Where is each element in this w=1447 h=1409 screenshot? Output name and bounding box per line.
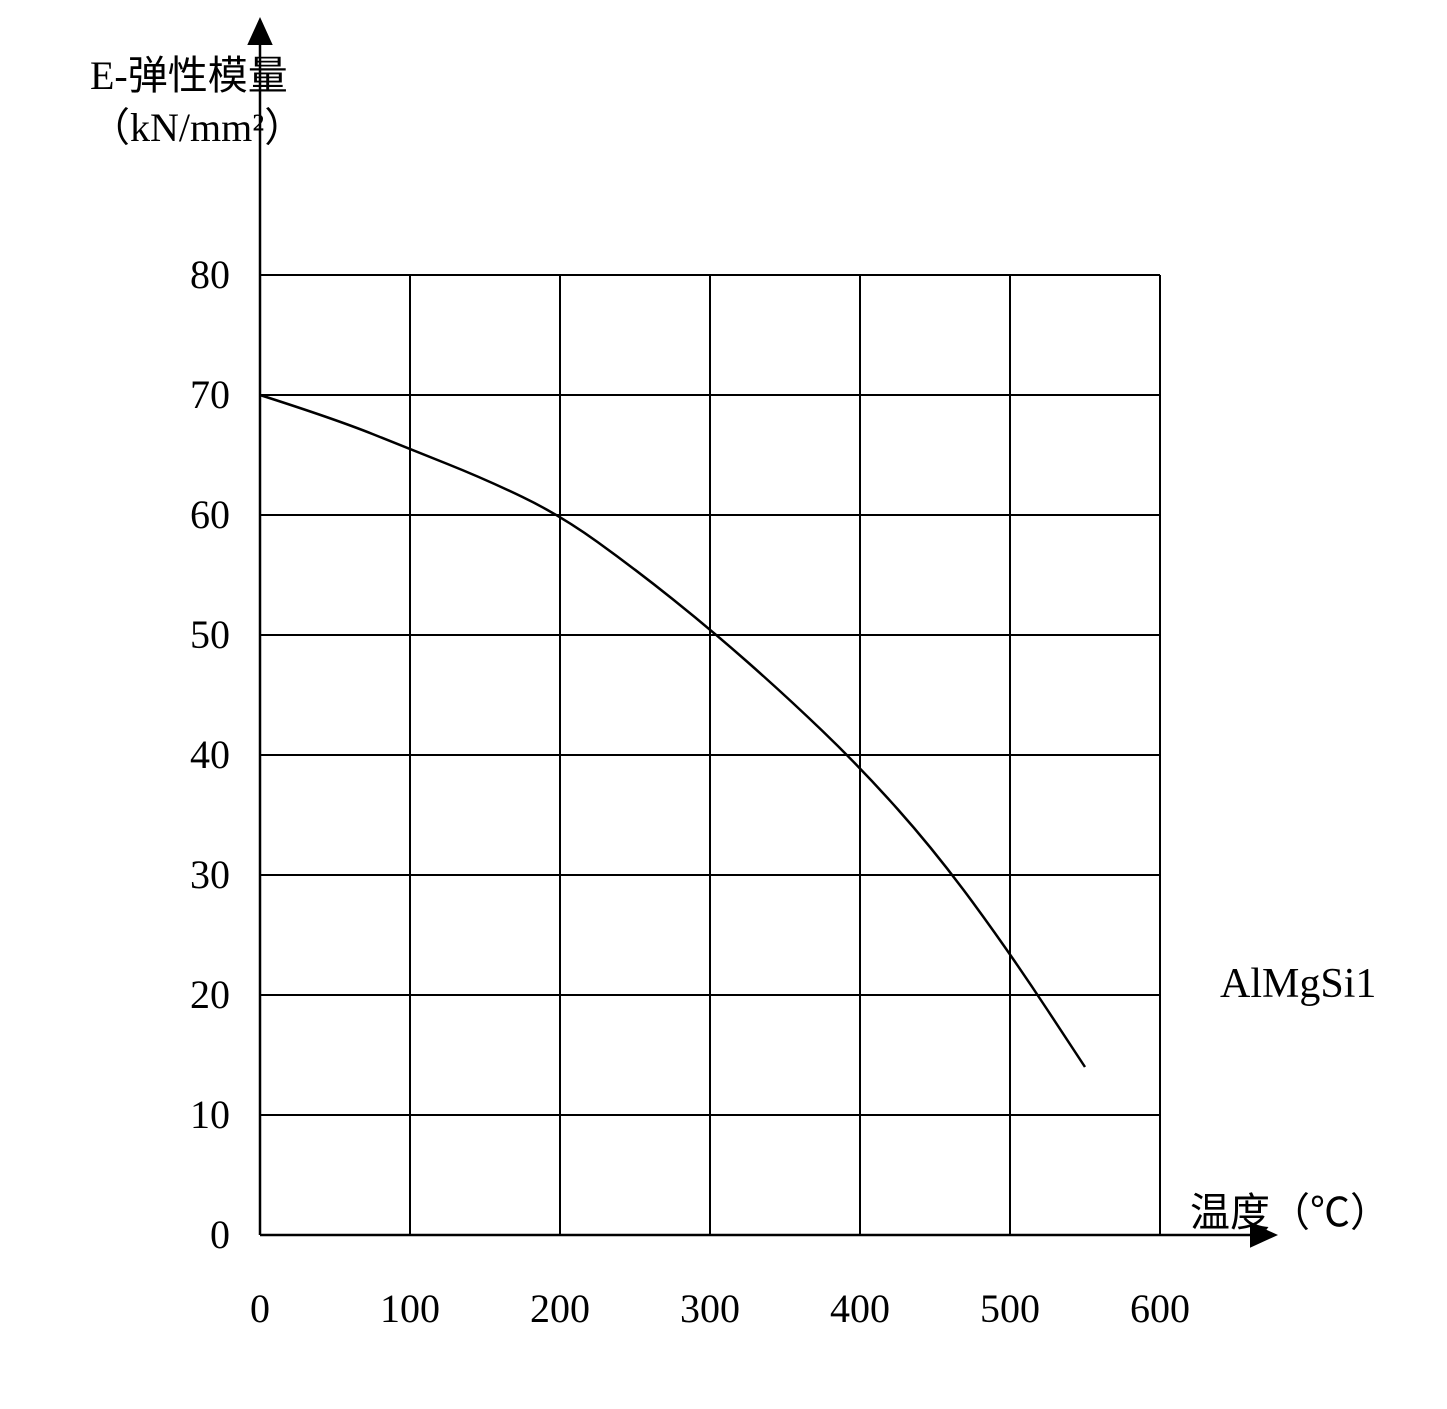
x-axis-arrowhead-icon [1250,1222,1278,1247]
y-axis-arrowhead-icon [247,17,272,45]
grid [260,275,1160,1235]
chart-plot-area [0,0,1447,1409]
emodulus-chart: E-弹性模量 （kN/mm²） AlMgSi1 温度（℃） 0102030405… [0,0,1447,1409]
axes [247,17,1278,1248]
y-tick-label: 50 [150,611,230,658]
x-tick-label: 600 [1100,1285,1220,1332]
y-tick-label: 70 [150,371,230,418]
x-tick-label: 400 [800,1285,920,1332]
y-tick-label: 0 [150,1211,230,1258]
x-tick-label: 300 [650,1285,770,1332]
emodulus-curve [260,395,1085,1067]
x-tick-label: 0 [200,1285,320,1332]
y-tick-label: 40 [150,731,230,778]
y-tick-label: 80 [150,251,230,298]
y-tick-label: 10 [150,1091,230,1138]
x-tick-label: 500 [950,1285,1070,1332]
y-tick-label: 20 [150,971,230,1018]
x-tick-label: 100 [350,1285,470,1332]
y-tick-label: 30 [150,851,230,898]
y-tick-label: 60 [150,491,230,538]
data-curve [260,395,1085,1067]
x-tick-label: 200 [500,1285,620,1332]
